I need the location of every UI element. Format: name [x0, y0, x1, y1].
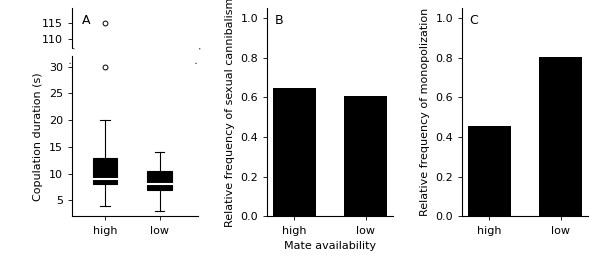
- Y-axis label: Copulation duration (s): Copulation duration (s): [33, 72, 43, 201]
- Text: A: A: [82, 14, 91, 27]
- Text: B: B: [275, 14, 283, 27]
- Bar: [468, 126, 511, 216]
- Bar: [273, 88, 316, 216]
- Bar: [92, 158, 117, 184]
- Text: C: C: [470, 14, 478, 27]
- Bar: [147, 171, 172, 190]
- Y-axis label: Relative frequency of monopolization: Relative frequency of monopolization: [420, 8, 430, 216]
- Bar: [344, 96, 387, 216]
- Y-axis label: Relative frequency of sexual cannibalism: Relative frequency of sexual cannibalism: [225, 0, 235, 227]
- X-axis label: Mate availability: Mate availability: [284, 241, 376, 251]
- Bar: [539, 56, 582, 216]
